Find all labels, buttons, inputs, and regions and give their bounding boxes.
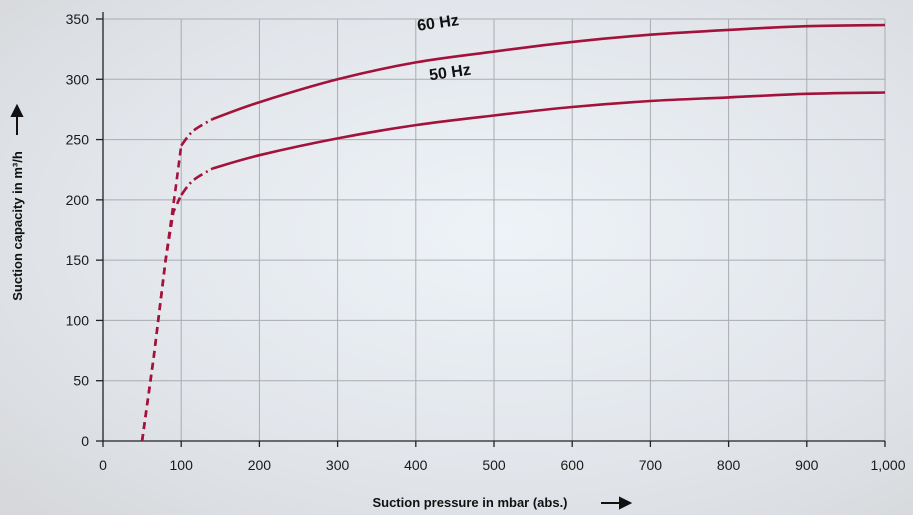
y-tick-label-1: 50 <box>73 373 89 389</box>
series-60-hz-line <box>212 23 886 121</box>
series-60-hz-dashdot-line <box>180 117 214 147</box>
y-tick-label-5: 250 <box>66 132 90 148</box>
x-tick-label-5: 500 <box>482 457 506 473</box>
series-labels: 60 Hz 50 Hz <box>416 12 472 84</box>
series-label-50-hz: 50 Hz <box>428 62 472 85</box>
y-axis-title: Suction capacity in m³/h <box>10 151 25 301</box>
x-tick-label-6: 600 <box>561 457 585 473</box>
series-50-hz-dashdot-line <box>180 167 214 196</box>
series-lines <box>140 23 886 442</box>
x-tick-label-0: 0 <box>99 457 107 473</box>
y-tick-label-4: 200 <box>66 192 90 208</box>
x-tick-label-1: 100 <box>170 457 194 473</box>
y-tick-label-3: 150 <box>66 252 90 268</box>
series-label-60-hz: 60 Hz <box>416 12 460 35</box>
series-50-hz-line <box>212 91 886 170</box>
grid <box>102 18 886 442</box>
x-tick-label-10: 1,000 <box>870 457 905 473</box>
x-tick-label-2: 200 <box>248 457 272 473</box>
x-tick-label-7: 700 <box>639 457 663 473</box>
tick-labels: 0 100 200 300 400 500 600 700 800 900 1,000 0 50 100 1… <box>66 11 906 473</box>
x-tick-label-4: 400 <box>404 457 428 473</box>
y-tick-label-0: 0 <box>81 433 89 449</box>
series-50-hz-dashed-line <box>140 194 183 442</box>
y-tick-label-2: 100 <box>66 312 90 328</box>
x-axis-arrow-icon <box>601 496 633 510</box>
y-axis-arrow-icon <box>10 103 24 135</box>
x-tick-label-3: 300 <box>326 457 350 473</box>
x-axis-title: Suction pressure in mbar (abs.) <box>372 495 567 510</box>
y-tick-label-6: 300 <box>66 71 90 87</box>
y-tick-label-7: 350 <box>66 11 90 27</box>
axes <box>96 12 886 447</box>
x-tick-label-8: 800 <box>717 457 741 473</box>
x-tick-label-9: 900 <box>795 457 819 473</box>
